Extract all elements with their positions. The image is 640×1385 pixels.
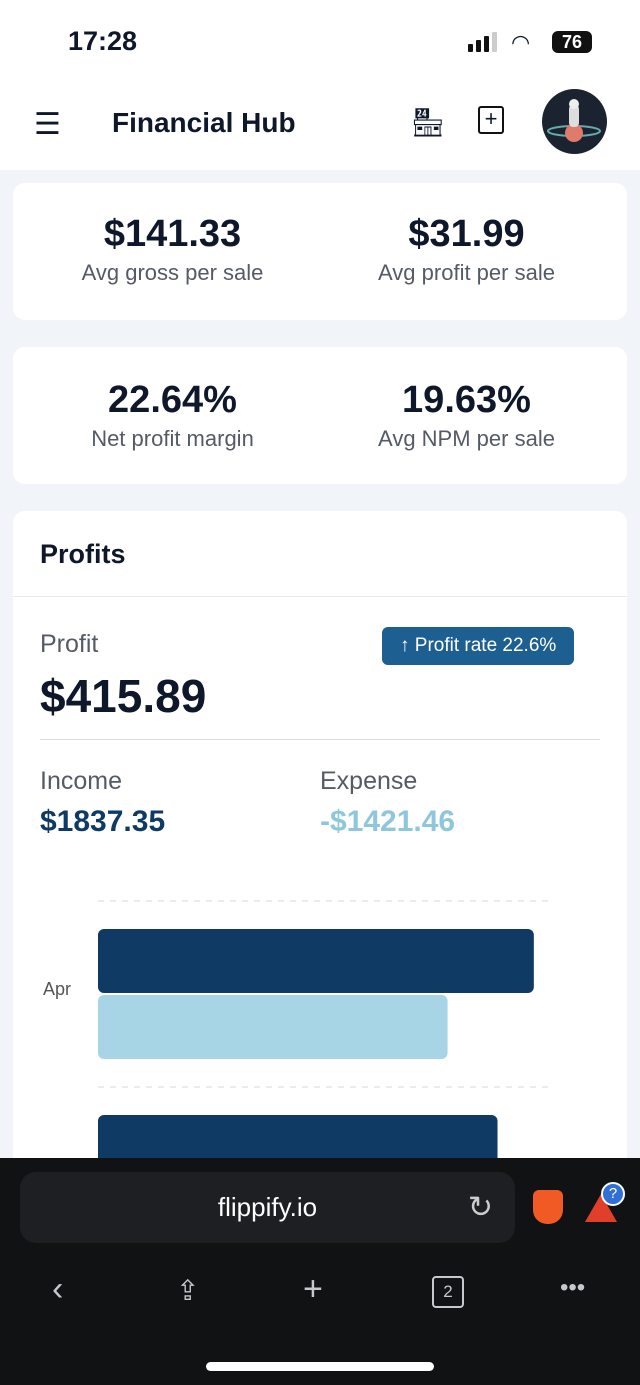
url-text: flippify.io [217,1192,318,1222]
help-badge-icon: ? [601,1182,625,1206]
divider [40,739,600,740]
wifi-icon: ◠ [511,30,531,55]
share-icon[interactable]: ⇪ [176,1275,200,1306]
income-label: Income [40,767,122,795]
avg-npm-value: 19.63% [402,379,531,421]
avg-profit-label: Avg profit per sale [378,260,555,285]
address-bar[interactable]: flippify.io ↻ [20,1172,515,1243]
tabs-button[interactable]: 2 [432,1276,464,1308]
app-header: ☰ Financial Hub 🏪︎ + [0,80,640,170]
net-margin-label: Net profit margin [91,426,254,451]
clock: 17:28 [68,26,138,56]
reload-icon[interactable]: ↻ [467,1191,493,1224]
brave-shield-icon[interactable] [533,1190,563,1224]
home-indicator [206,1362,434,1371]
stats-card-margins: 22.64% Net profit margin 19.63% Avg NPM pe… [13,347,627,484]
stats-card-gross-profit: $141.33 Avg gross per sale $31.99 Avg prof… [13,183,627,320]
avg-npm-label: Avg NPM per sale [378,426,555,451]
income-bar [98,929,534,993]
avatar[interactable] [542,89,607,154]
battery-icon: 76 [552,31,592,53]
avg-gross-value: $141.33 [103,213,242,255]
income-value: $1837.35 [40,805,166,838]
expense-value: -$1421.46 [320,805,456,838]
more-icon[interactable]: ••• [560,1274,586,1301]
avg-profit-value: $31.99 [408,213,525,255]
profits-card: Profits Profit ↑ Profit rate 22.6% $415.… [13,511,627,1211]
profit-value: $415.89 [40,670,207,722]
browser-toolbar: flippify.io ↻ ? ‹ ⇪ + 2 ••• [0,1158,640,1385]
back-icon[interactable]: ‹ [52,1270,64,1308]
expense-bar [98,995,448,1059]
store-add-icon[interactable]: 🏪︎ [410,107,446,138]
book-add-icon[interactable]: + [478,106,504,134]
signal-icon [468,32,497,52]
profit-rate-badge: ↑ Profit rate 22.6% [382,627,575,665]
new-tab-icon[interactable]: + [303,1270,323,1308]
avg-gross-label: Avg gross per sale [81,260,264,285]
profits-title: Profits [13,511,627,597]
net-margin-value: 22.64% [108,379,237,421]
category-label: Apr [43,979,71,999]
status-bar: 17:28 ◠ 76 [0,0,640,80]
expense-label: Expense [320,767,418,795]
page-title: Financial Hub [112,107,296,138]
menu-icon[interactable]: ☰ [34,108,61,141]
profit-label: Profit [40,630,99,658]
